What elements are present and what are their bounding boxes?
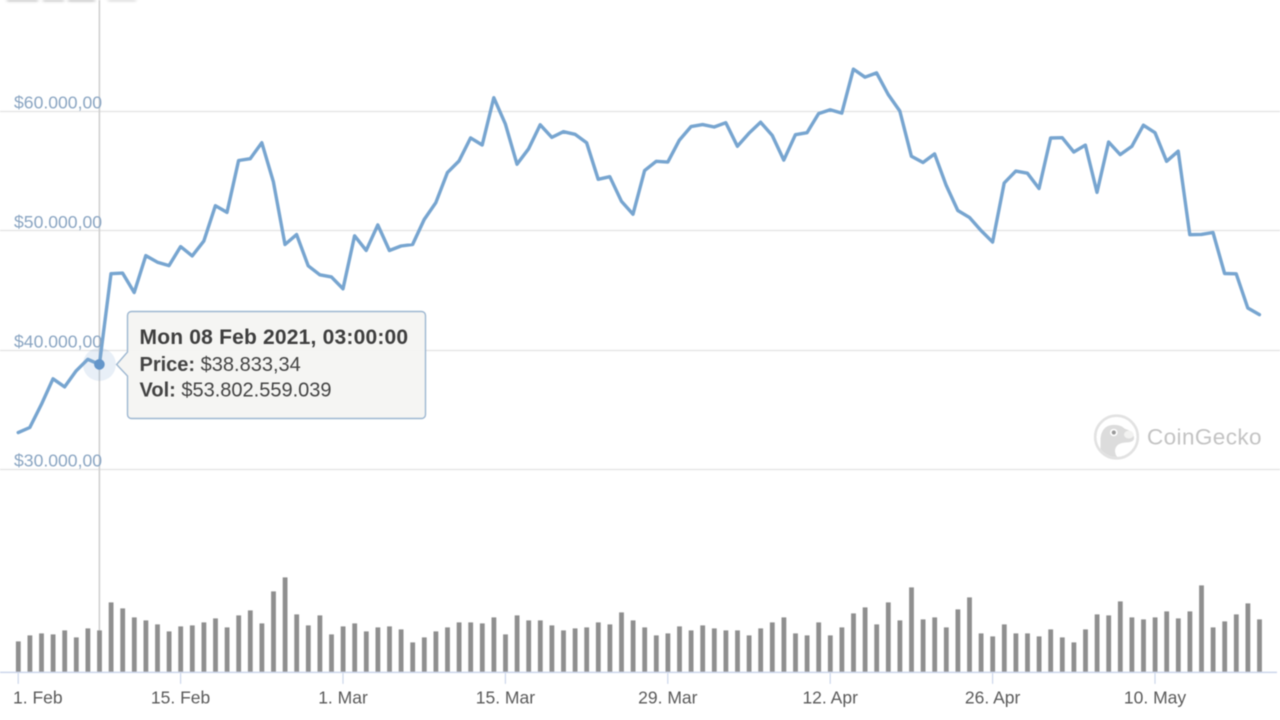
svg-text:15. Mar: 15. Mar [476,688,535,708]
svg-text:$50.000,00: $50.000,00 [14,212,102,232]
svg-text:12. Apr: 12. Apr [802,688,858,708]
svg-text:Mon 08 Feb 2021, 03:00:00: Mon 08 Feb 2021, 03:00:00 [140,326,409,349]
svg-text:Price: $38.833,34: Price: $38.833,34 [140,354,301,376]
svg-text:15. Feb: 15. Feb [151,688,210,708]
svg-text:1. Feb: 1. Feb [13,688,63,708]
svg-text:CoinGecko: CoinGecko [1147,425,1262,450]
svg-text:10. May: 10. May [1124,688,1186,708]
svg-text:$40.000,00: $40.000,00 [14,331,102,351]
svg-text:Vol: $53.802.559.039: Vol: $53.802.559.039 [140,380,332,402]
svg-text:$30.000,00: $30.000,00 [14,451,102,471]
svg-text:1. Mar: 1. Mar [318,688,368,708]
svg-text:29. Mar: 29. Mar [638,688,697,708]
svg-text:26. Apr: 26. Apr [965,688,1021,708]
svg-text:$60.000,00: $60.000,00 [14,93,102,113]
